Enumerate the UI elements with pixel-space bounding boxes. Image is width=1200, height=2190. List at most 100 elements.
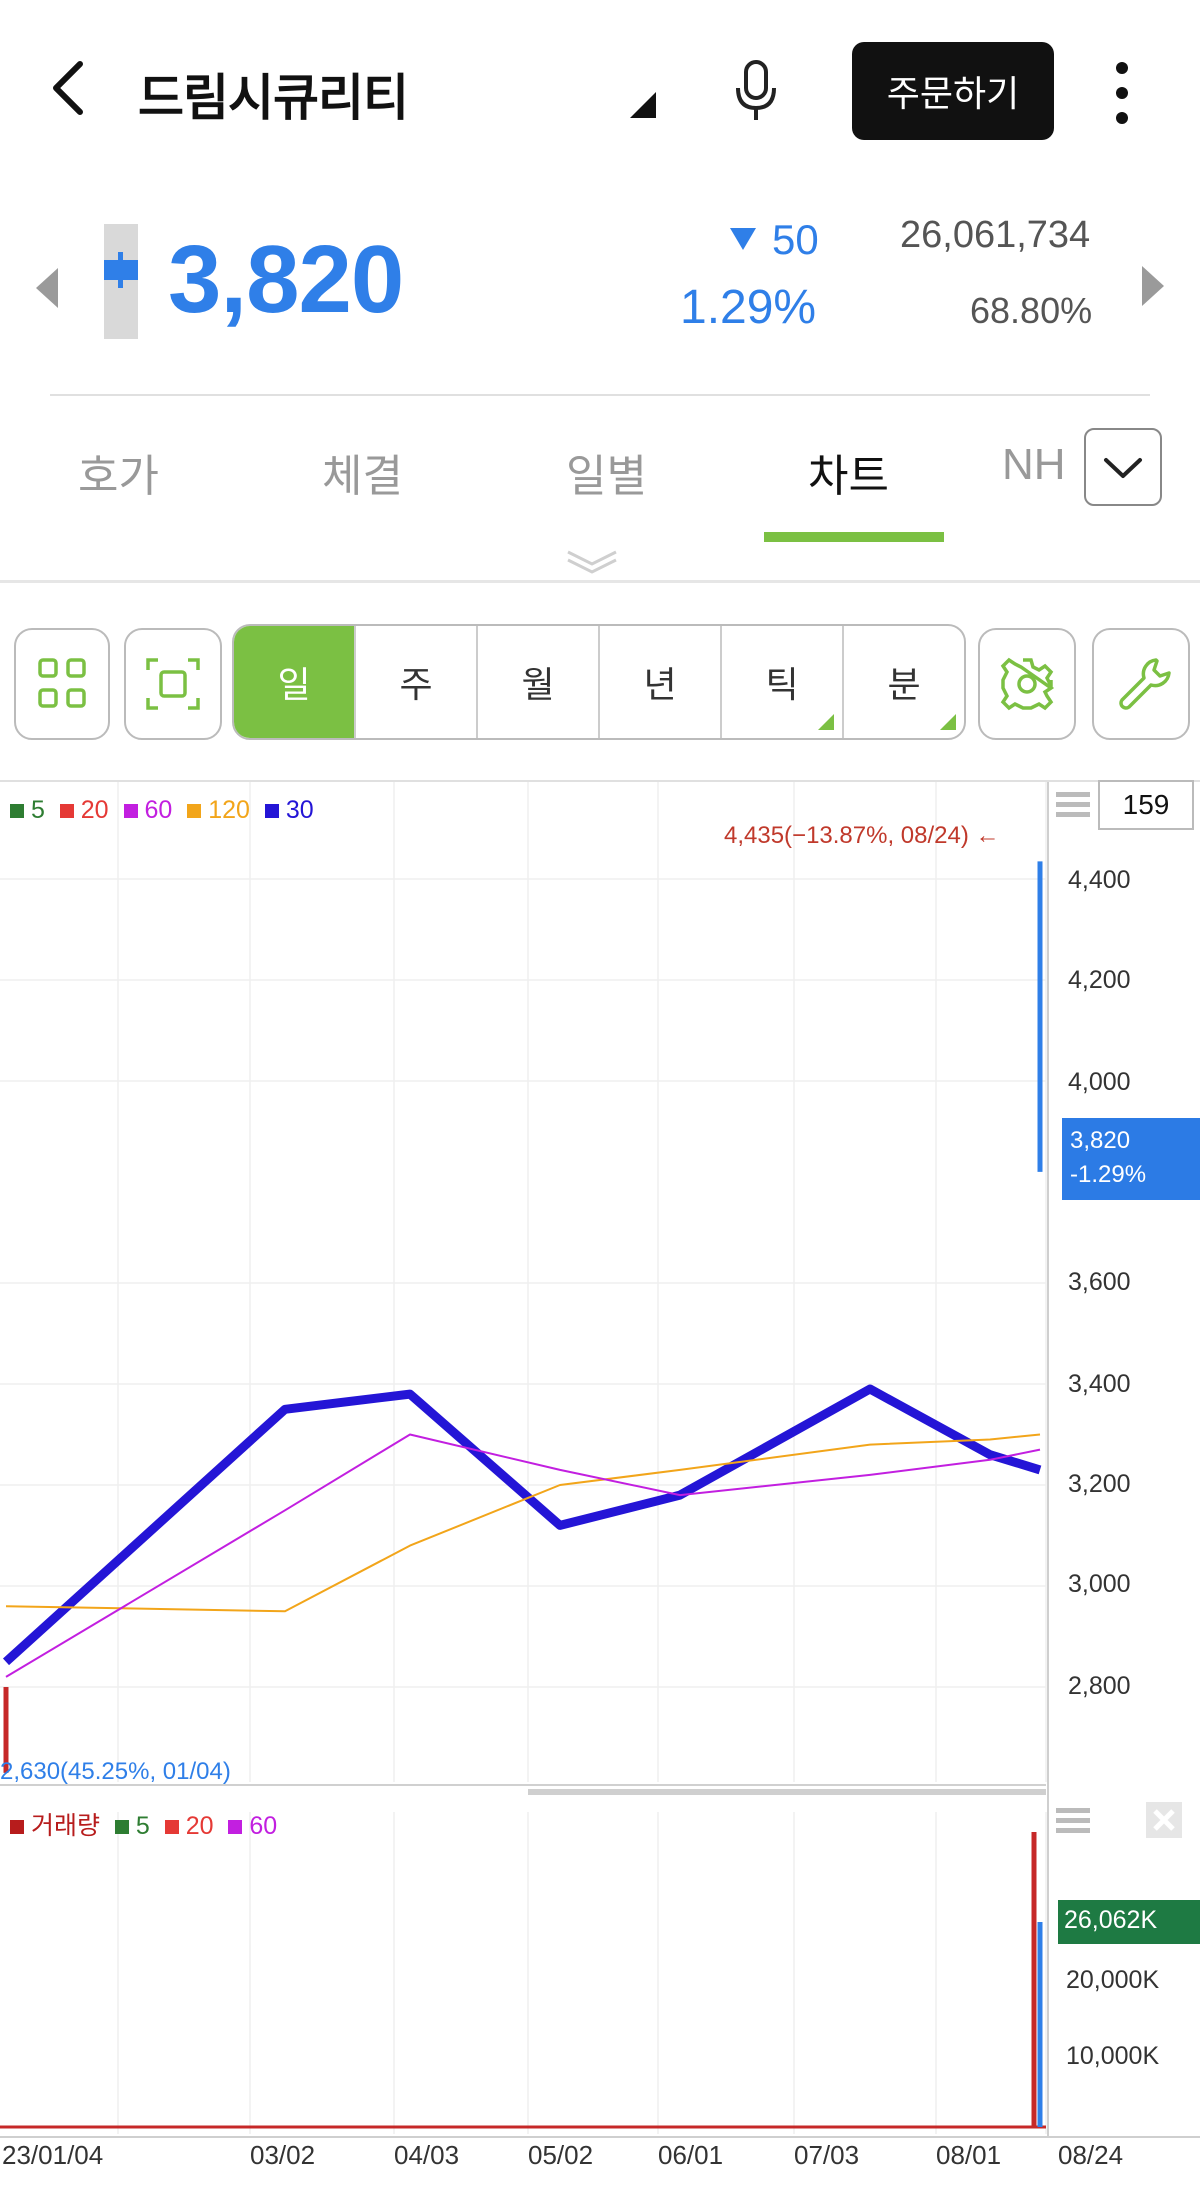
legend-ma5: 5 (30, 796, 45, 824)
submenu-corner-icon (940, 714, 956, 730)
microphone-icon[interactable] (728, 58, 784, 124)
x-tick: 07/03 (794, 2140, 860, 2170)
legend-ma60: 60 (144, 796, 173, 824)
y-tick: 4,200 (1068, 966, 1131, 994)
price-legend: 5 20 60 120 30 (10, 796, 314, 825)
settings-button[interactable] (978, 628, 1076, 740)
active-tab-indicator (764, 532, 944, 542)
legend-vol-ma20: 20 (185, 1812, 214, 1840)
down-triangle-icon (730, 228, 756, 250)
current-volume-marker: 26,062K (1058, 1900, 1200, 1944)
legend-vol-ma5: 5 (135, 1812, 150, 1840)
legend-swatch-60 (123, 804, 138, 818)
x-tick: 06/01 (658, 2140, 724, 2170)
vol-y-tick: 20,000K (1066, 1966, 1160, 1994)
current-price-marker: 3,820 -1.29% (1062, 1118, 1200, 1200)
submenu-corner-icon (818, 714, 834, 730)
y-tick: 3,400 (1068, 1370, 1131, 1398)
prev-stock-arrow-icon[interactable] (36, 268, 58, 308)
legend-vol-ma60: 60 (249, 1812, 278, 1840)
period-week[interactable]: 주 (356, 626, 478, 738)
period-week-label: 주 (399, 664, 433, 705)
chart-menu-icon[interactable] (1056, 790, 1090, 820)
period-month[interactable]: 월 (478, 626, 600, 738)
y-tick: 2,800 (1068, 1672, 1131, 1700)
legend-ma20: 20 (80, 796, 109, 824)
legend-ma120: 120 (208, 796, 250, 824)
layout-grid-button[interactable] (14, 628, 110, 740)
price-volume-chart[interactable] (0, 782, 1200, 2190)
legend-volume: 거래량 (30, 1812, 100, 1840)
legend-swatch-v20 (164, 1820, 179, 1834)
legend-swatch-volume (10, 1820, 24, 1834)
x-tick: 23/01/04 (2, 2140, 104, 2170)
x-tick: 08/24 (1058, 2140, 1124, 2170)
x-tick: 05/02 (528, 2140, 594, 2170)
chart-top-border (0, 780, 1200, 782)
legend-swatch-20 (59, 804, 74, 818)
fullscreen-icon (146, 658, 200, 710)
y-tick: 3,000 (1068, 1570, 1131, 1598)
max-price-text: 4,435(−13.87%, 08/24) (724, 822, 969, 849)
tab-nh[interactable]: NH (1002, 440, 1066, 489)
period-year-label: 년 (643, 664, 677, 705)
legend-swatch-v5 (114, 1820, 129, 1834)
tools-button[interactable] (1092, 628, 1190, 740)
y-tick: 4,000 (1068, 1068, 1131, 1096)
close-icon[interactable] (1146, 1802, 1182, 1838)
fullscreen-button[interactable] (124, 628, 222, 740)
period-selector: 일 주 월 년 틱 분 (232, 624, 966, 740)
x-tick: 04/03 (394, 2140, 460, 2170)
period-year[interactable]: 년 (600, 626, 722, 738)
tab-hoga[interactable]: 호가 (78, 452, 159, 501)
ma-line-60 (5, 1433, 1041, 1678)
volume-legend: 거래량 5 20 60 (10, 1806, 277, 1842)
back-icon[interactable] (48, 58, 88, 118)
ma-line-120 (5, 1433, 1041, 1613)
tab-fills[interactable]: 체결 (322, 452, 403, 501)
legend-swatch-v60 (228, 1820, 243, 1834)
y-tick: 3,600 (1068, 1268, 1131, 1296)
divider (0, 580, 1200, 583)
min-price-label: 2,630(45.25%, 01/04) (0, 1758, 231, 1785)
price-change: 50 (772, 216, 819, 263)
max-price-label: 4,435(−13.87%, 08/24) ← (724, 822, 1000, 850)
scrollbar (528, 1789, 1046, 1795)
stock-dropdown-icon[interactable] (630, 92, 656, 118)
period-minute-label: 분 (887, 664, 921, 705)
period-day-label: 일 (277, 664, 311, 705)
trade-volume: 26,061,734 (900, 214, 1091, 256)
tab-daily[interactable]: 일별 (566, 452, 647, 501)
ma-line-30 (2, 1384, 1042, 1666)
change-percent: 1.29% (680, 281, 817, 334)
legend-ma30: 30 (285, 796, 314, 824)
grid-icon (38, 658, 86, 708)
order-button[interactable]: 주문하기 (852, 42, 1054, 140)
y-tick: 4,400 (1068, 866, 1131, 894)
double-chevron-down-icon[interactable] (564, 548, 620, 576)
current-price: 3,820 (168, 226, 404, 333)
turnover-percent: 68.80% (970, 290, 1093, 331)
next-stock-arrow-icon[interactable] (1142, 266, 1164, 306)
period-tick[interactable]: 틱 (722, 626, 844, 738)
legend-swatch-30 (264, 804, 279, 818)
period-tick-label: 틱 (765, 664, 799, 705)
marker-change: -1.29% (1070, 1161, 1147, 1188)
tab-chart[interactable]: 차트 (808, 452, 889, 501)
y-tick: 3,200 (1068, 1470, 1131, 1498)
stock-title[interactable]: 드림시큐리티 (138, 70, 409, 126)
wrench-icon (1119, 658, 1171, 710)
x-tick: 08/01 (936, 2140, 1002, 2170)
x-tick: 03/02 (250, 2140, 316, 2170)
volume-menu-icon[interactable] (1056, 1806, 1090, 1836)
tab-more-button[interactable] (1084, 428, 1162, 506)
more-vertical-icon[interactable] (1110, 60, 1134, 126)
visible-bars-count[interactable]: 159 (1098, 780, 1194, 830)
marker-price: 3,820 (1070, 1127, 1131, 1154)
chevron-down-icon (1104, 458, 1142, 478)
mini-candle-icon (104, 224, 138, 339)
period-minute[interactable]: 분 (844, 626, 964, 738)
gear-icon (1000, 657, 1055, 711)
period-day[interactable]: 일 (234, 626, 356, 738)
legend-swatch-120 (187, 804, 202, 818)
